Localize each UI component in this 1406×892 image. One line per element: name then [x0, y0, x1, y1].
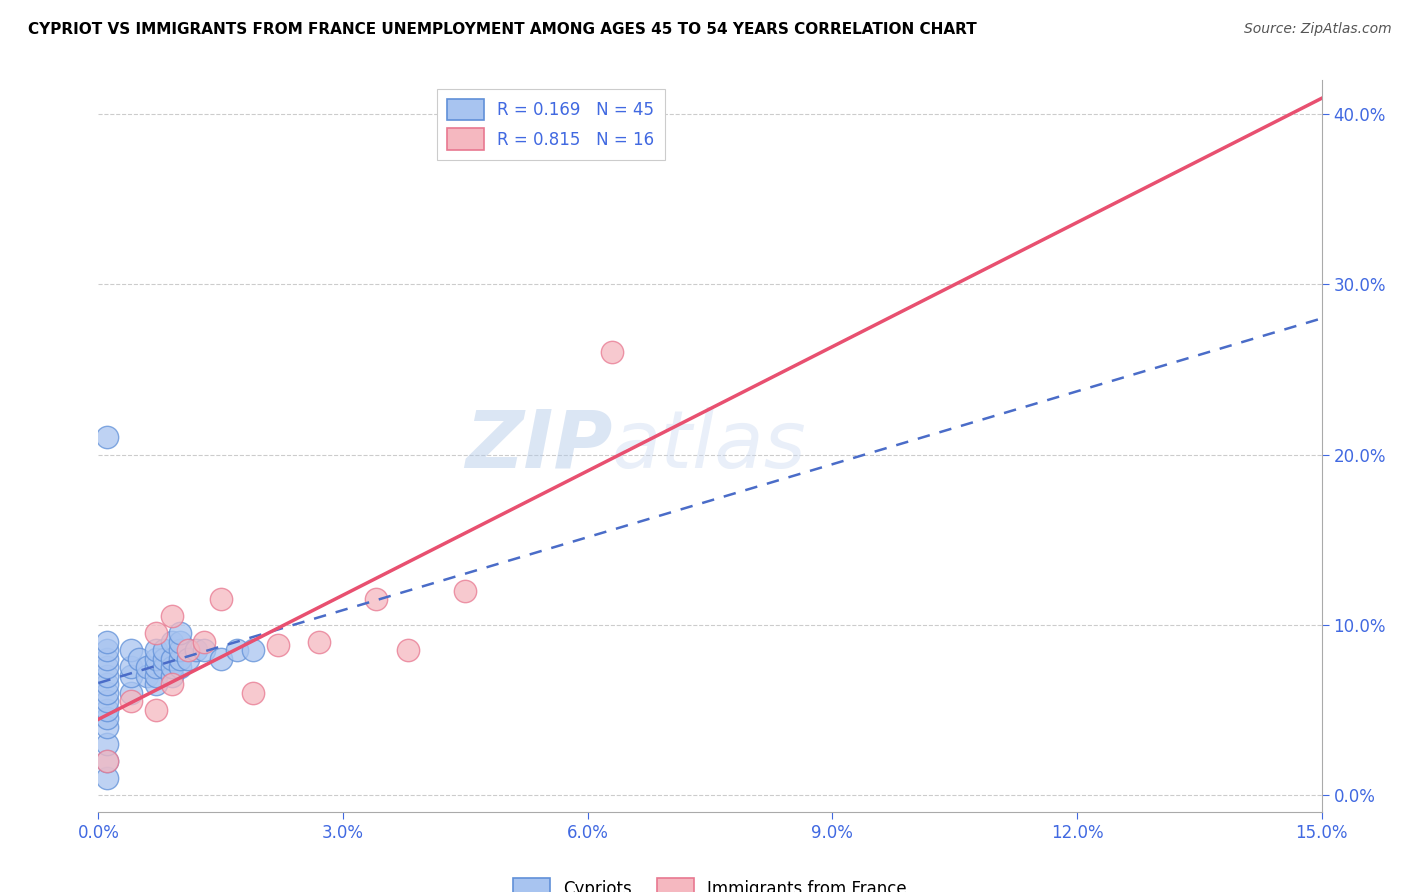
- Point: [600, 345, 623, 359]
- Point: [96, 686, 118, 700]
- Point: [145, 668, 167, 682]
- Point: [96, 643, 118, 657]
- Point: [242, 643, 264, 657]
- Point: [177, 643, 200, 657]
- Point: [160, 668, 183, 682]
- Point: [209, 592, 232, 607]
- Point: [169, 651, 191, 665]
- Point: [120, 694, 142, 708]
- Point: [96, 771, 118, 785]
- Point: [96, 720, 118, 734]
- Point: [169, 660, 191, 674]
- Point: [169, 626, 191, 640]
- Point: [145, 660, 167, 674]
- Point: [128, 651, 150, 665]
- Point: [160, 609, 183, 624]
- Point: [364, 592, 387, 607]
- Point: [454, 583, 477, 598]
- Point: [145, 626, 167, 640]
- Point: [152, 643, 174, 657]
- Point: [267, 638, 290, 652]
- Point: [152, 651, 174, 665]
- Point: [169, 643, 191, 657]
- Point: [160, 660, 183, 674]
- Point: [177, 651, 200, 665]
- Point: [96, 754, 118, 768]
- Text: Source: ZipAtlas.com: Source: ZipAtlas.com: [1244, 22, 1392, 37]
- Text: atlas: atlas: [612, 407, 807, 485]
- Legend: Cypriots, Immigrants from France: Cypriots, Immigrants from France: [506, 871, 914, 892]
- Point: [209, 651, 232, 665]
- Point: [96, 737, 118, 751]
- Point: [120, 643, 142, 657]
- Point: [145, 651, 167, 665]
- Point: [396, 643, 419, 657]
- Point: [96, 634, 118, 648]
- Text: ZIP: ZIP: [465, 407, 612, 485]
- Point: [193, 634, 215, 648]
- Point: [96, 651, 118, 665]
- Point: [136, 660, 159, 674]
- Point: [136, 668, 159, 682]
- Point: [120, 660, 142, 674]
- Point: [160, 651, 183, 665]
- Text: CYPRIOT VS IMMIGRANTS FROM FRANCE UNEMPLOYMENT AMONG AGES 45 TO 54 YEARS CORRELA: CYPRIOT VS IMMIGRANTS FROM FRANCE UNEMPL…: [28, 22, 977, 37]
- Point: [242, 686, 264, 700]
- Point: [96, 703, 118, 717]
- Point: [160, 677, 183, 691]
- Point: [145, 643, 167, 657]
- Point: [308, 634, 330, 648]
- Point: [96, 711, 118, 725]
- Point: [160, 634, 183, 648]
- Point: [96, 660, 118, 674]
- Point: [152, 660, 174, 674]
- Point: [96, 754, 118, 768]
- Point: [96, 694, 118, 708]
- Point: [193, 643, 215, 657]
- Point: [96, 668, 118, 682]
- Point: [120, 668, 142, 682]
- Point: [120, 686, 142, 700]
- Point: [145, 703, 167, 717]
- Point: [169, 634, 191, 648]
- Point: [96, 677, 118, 691]
- Point: [226, 643, 249, 657]
- Point: [145, 677, 167, 691]
- Point: [186, 643, 208, 657]
- Point: [96, 430, 118, 444]
